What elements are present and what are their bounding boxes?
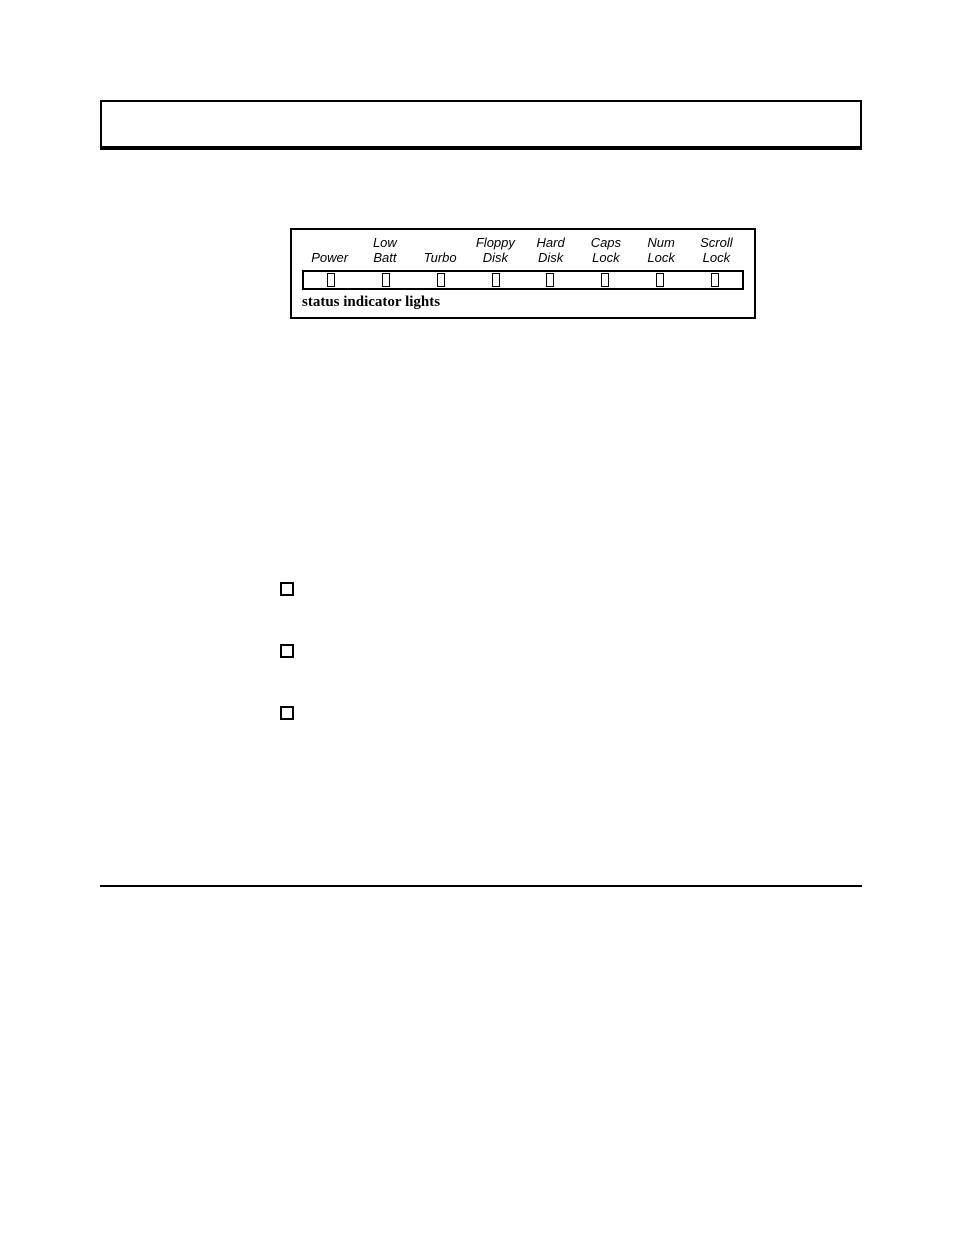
checkbox-icon [280, 706, 294, 720]
indicator-label-line2: Disk [538, 251, 563, 266]
indicator-light-num-lock [656, 273, 664, 287]
indicator-label-power: Power [302, 236, 357, 266]
indicator-label-floppy-disk: Floppy Disk [468, 236, 523, 266]
list-item [280, 704, 840, 720]
indicator-labels-row: Power Low Batt Turbo Floppy Disk Hard Di… [302, 236, 744, 266]
indicator-label-line2: Power [311, 251, 348, 266]
page: Power Low Batt Turbo Floppy Disk Hard Di… [0, 0, 954, 1235]
indicator-light-floppy-disk [492, 273, 500, 287]
status-indicator-figure: Power Low Batt Turbo Floppy Disk Hard Di… [290, 228, 756, 319]
horizontal-rule [100, 885, 862, 887]
indicator-label-line1: Floppy [476, 236, 515, 251]
indicator-label-line2: Disk [483, 251, 508, 266]
indicator-label-line1: Caps [591, 236, 621, 251]
indicator-label-line2: Lock [703, 251, 730, 266]
list-item [280, 580, 840, 596]
indicator-label-line1: Low [373, 236, 397, 251]
indicator-light-scroll-lock [711, 273, 719, 287]
indicator-lights-bar [302, 270, 744, 290]
bullet-list [280, 580, 840, 766]
checkbox-icon [280, 582, 294, 596]
indicator-label-line2: Turbo [424, 251, 457, 266]
indicator-light-power [327, 273, 335, 287]
figure-caption: status indicator lights [302, 294, 744, 311]
header-bar [100, 100, 862, 150]
indicator-light-caps-lock [601, 273, 609, 287]
indicator-label-line1: Num [647, 236, 674, 251]
indicator-label-line2: Batt [373, 251, 396, 266]
indicator-light-hard-disk [546, 273, 554, 287]
indicator-label-caps-lock: Caps Lock [578, 236, 633, 266]
indicator-label-num-lock: Num Lock [634, 236, 689, 266]
indicator-label-low-batt: Low Batt [357, 236, 412, 266]
checkbox-icon [280, 644, 294, 658]
indicator-light-turbo [437, 273, 445, 287]
indicator-label-line1: Hard [537, 236, 565, 251]
indicator-label-hard-disk: Hard Disk [523, 236, 578, 266]
indicator-label-line2: Lock [592, 251, 619, 266]
indicator-label-scroll-lock: Scroll Lock [689, 236, 744, 266]
indicator-light-low-batt [382, 273, 390, 287]
indicator-label-line2: Lock [647, 251, 674, 266]
indicator-label-turbo: Turbo [413, 236, 468, 266]
indicator-label-line1: Scroll [700, 236, 733, 251]
list-item [280, 642, 840, 658]
